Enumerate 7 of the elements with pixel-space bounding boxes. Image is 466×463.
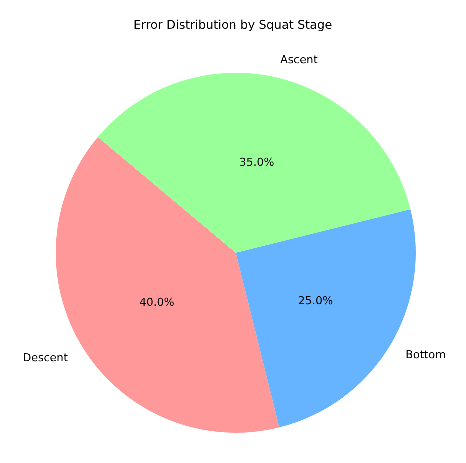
data-label: 25.0% — [298, 294, 334, 308]
data-label: 35.0% — [239, 156, 274, 169]
data-label: 40.0% — [140, 296, 175, 309]
slice-label: Bottom — [406, 348, 446, 362]
slice-label: Descent — [23, 351, 69, 364]
chart-title: Error Distribution by Squat Stage — [134, 18, 332, 32]
slice-label: Ascent — [280, 54, 319, 67]
